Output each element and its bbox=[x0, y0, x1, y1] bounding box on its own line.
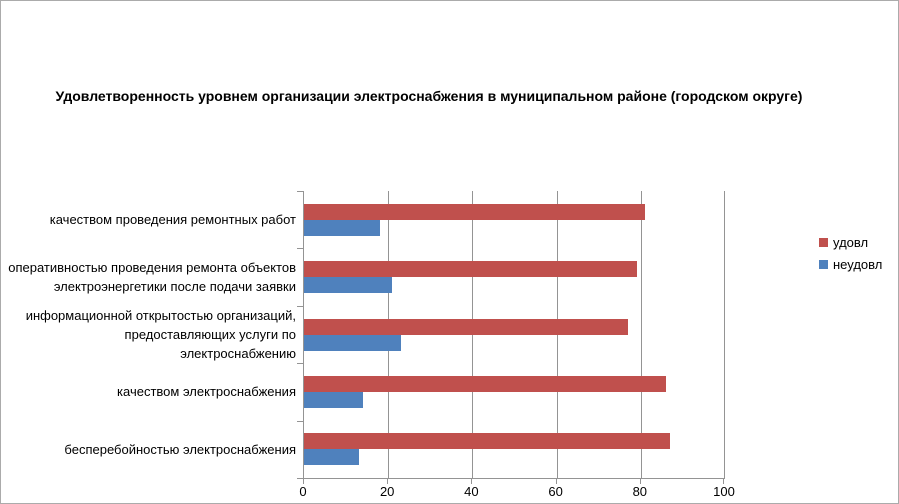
axis-tick bbox=[723, 478, 724, 484]
axis-tick bbox=[556, 478, 557, 484]
axis-tick bbox=[303, 478, 304, 484]
axis-tick bbox=[297, 478, 303, 479]
legend-label: удовл bbox=[833, 235, 869, 250]
x-tick-label: 100 bbox=[713, 484, 735, 499]
category-label: бесперебойностью электроснабжения bbox=[64, 441, 296, 457]
bar bbox=[304, 391, 363, 408]
category-label: качеством проведения ремонтных работ bbox=[49, 212, 296, 228]
bar bbox=[304, 203, 645, 220]
axis-tick bbox=[387, 478, 388, 484]
axis-tick bbox=[297, 191, 303, 192]
bar bbox=[304, 318, 629, 335]
bar bbox=[304, 375, 667, 392]
x-tick-label: 20 bbox=[379, 484, 395, 499]
category-label: информационной открытостью организаций, … bbox=[25, 307, 296, 361]
axis-tick bbox=[640, 478, 641, 484]
category-label: качеством электроснабжения bbox=[117, 384, 296, 400]
legend-label: неудовл bbox=[833, 257, 883, 272]
axis-tick bbox=[297, 306, 303, 307]
plot-area bbox=[303, 191, 725, 479]
bar bbox=[304, 219, 380, 236]
legend: удовл неудовл bbox=[819, 235, 882, 279]
x-tick-label: 0 bbox=[299, 484, 307, 499]
bar bbox=[304, 277, 393, 294]
legend-item: удовл bbox=[819, 235, 882, 250]
axis-tick bbox=[297, 363, 303, 364]
axis-tick bbox=[297, 421, 303, 422]
bar bbox=[304, 334, 401, 351]
gridline bbox=[472, 191, 473, 478]
category-label: оперативностью проведения ремонта объект… bbox=[8, 260, 296, 295]
legend-swatch bbox=[819, 238, 828, 247]
chart-title: Удовлетворенность уровнем организации эл… bbox=[55, 88, 803, 104]
legend-item: неудовл bbox=[819, 257, 882, 272]
x-tick-label: 80 bbox=[632, 484, 648, 499]
x-tick-label: 60 bbox=[548, 484, 563, 499]
gridline bbox=[641, 191, 642, 478]
x-tick-label: 40 bbox=[464, 484, 479, 499]
axis-tick bbox=[471, 478, 472, 484]
legend-swatch bbox=[819, 260, 828, 269]
bar bbox=[304, 433, 671, 450]
bar bbox=[304, 449, 359, 466]
gridline bbox=[557, 191, 558, 478]
bar bbox=[304, 261, 637, 278]
gridline bbox=[724, 191, 725, 478]
axis-tick bbox=[297, 248, 303, 249]
